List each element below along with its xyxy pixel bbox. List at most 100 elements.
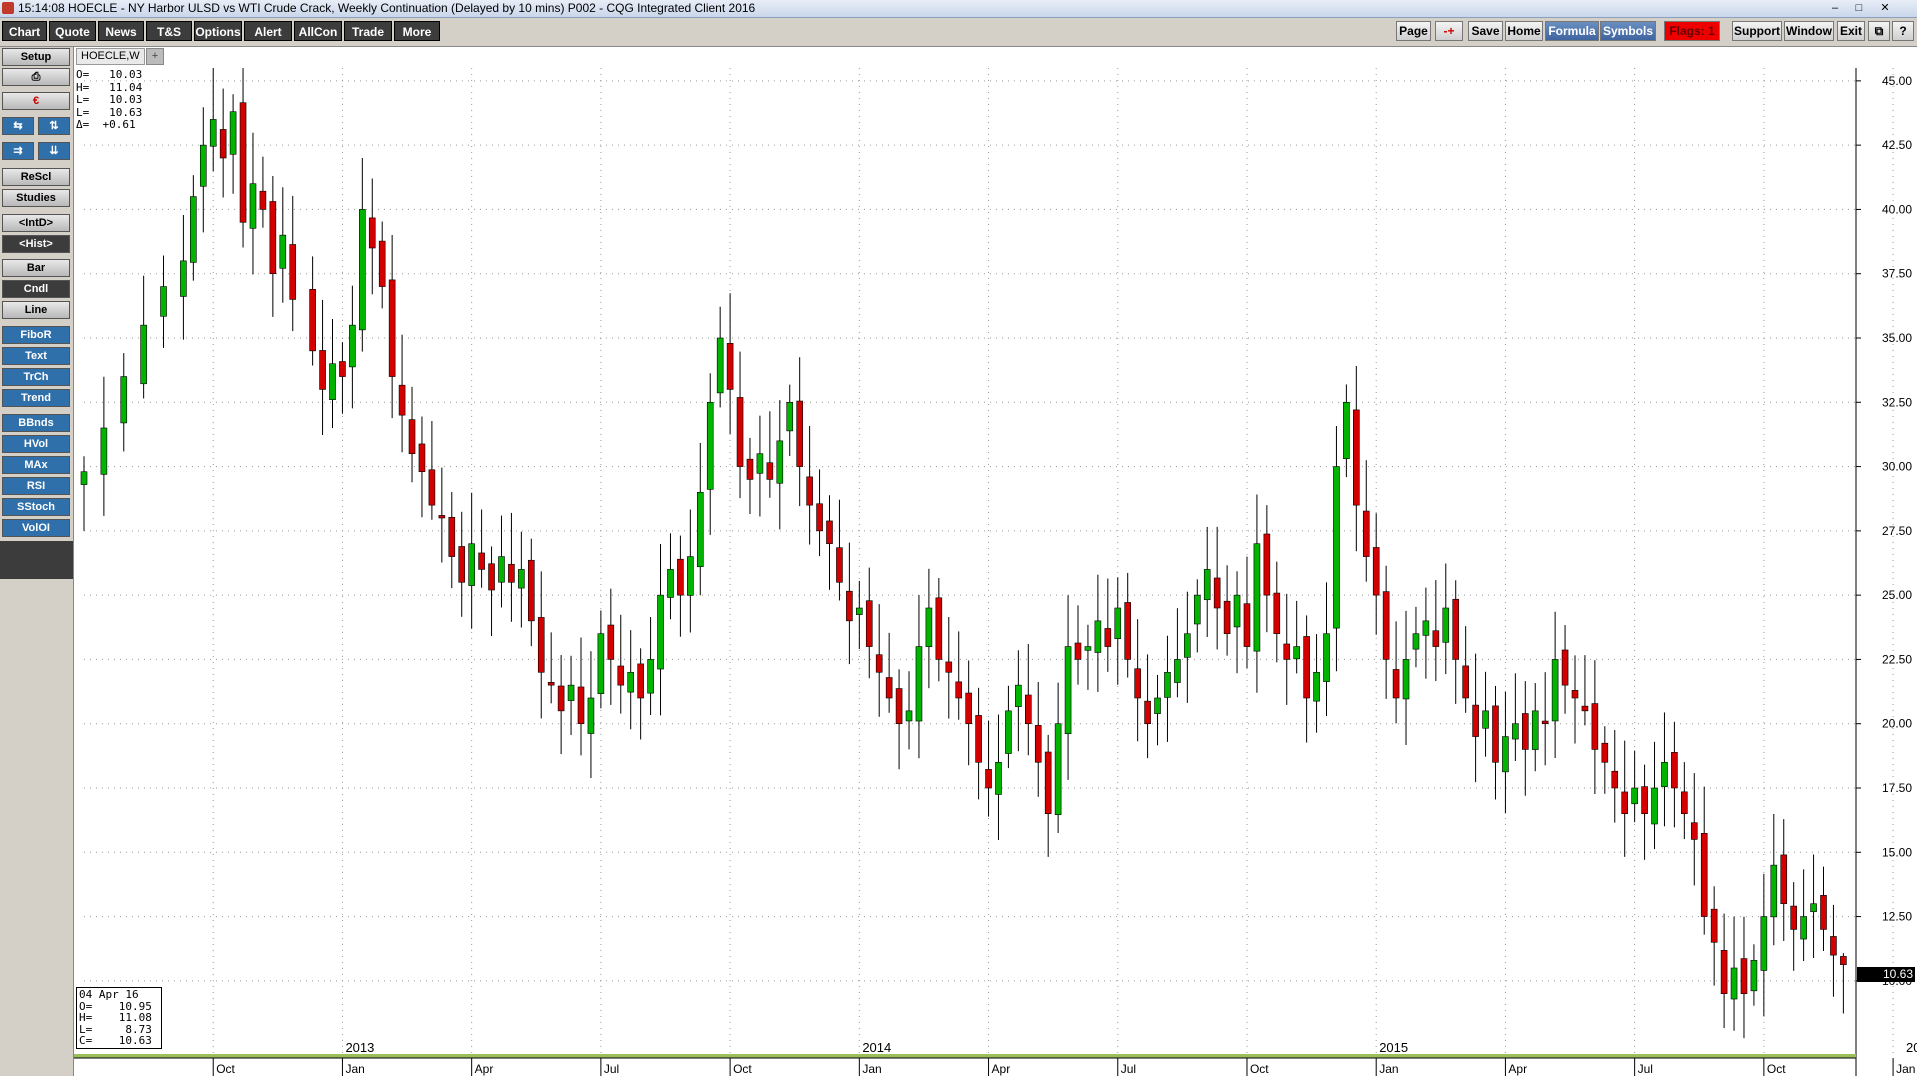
minimize-icon[interactable]: –: [1831, 2, 1839, 14]
trend-channel-button[interactable]: TrCh: [2, 368, 70, 386]
ohlc-low: L= 10.03: [76, 93, 143, 106]
menu-trade[interactable]: Trade: [344, 21, 392, 41]
exit-button[interactable]: Exit: [1837, 21, 1865, 41]
candle-chart-button[interactable]: Cndl: [2, 280, 70, 298]
intraday-button[interactable]: <IntD>: [2, 214, 70, 232]
candle-body: [1263, 533, 1271, 596]
bollinger-bands-button[interactable]: BBnds: [2, 414, 70, 432]
print-icon[interactable]: ⎙: [2, 68, 70, 86]
candle-body: [508, 563, 515, 583]
trend-button[interactable]: Trend: [2, 389, 70, 407]
setup-button[interactable]: Setup: [2, 48, 70, 66]
candle-body: [1283, 643, 1291, 660]
price-tick-label: 32.50: [1882, 395, 1912, 409]
fibonacci-button[interactable]: FiboR: [2, 326, 70, 344]
candle-body: [1044, 751, 1052, 815]
candle-body: [1681, 791, 1688, 815]
studies-button[interactable]: Studies: [2, 189, 70, 207]
historical-volatility-button[interactable]: HVol: [2, 435, 70, 453]
volume-oi-button[interactable]: VolOI: [2, 519, 70, 537]
menu-ts[interactable]: T&S: [146, 21, 192, 41]
candle-body: [1770, 864, 1778, 918]
add-tab-icon[interactable]: +: [146, 48, 164, 65]
scroll-horizontal-icon[interactable]: ⇆: [2, 117, 34, 135]
candle-body: [319, 350, 326, 390]
bar-close: C= 10.63: [79, 1034, 152, 1047]
menu-more[interactable]: More: [394, 21, 440, 41]
close-icon[interactable]: ✕: [1880, 2, 1890, 14]
candle-body: [1740, 958, 1748, 995]
chart-tab[interactable]: HOECLE,W: [76, 48, 145, 65]
sidebar-footer: [0, 541, 73, 579]
menu-options[interactable]: Options: [194, 21, 242, 41]
menu-alert[interactable]: Alert: [244, 21, 292, 41]
title-bar: 15:14:08 HOECLE - NY Harbor ULSD vs WTI …: [0, 0, 1917, 18]
candle-body: [587, 697, 595, 734]
candle-body: [1512, 723, 1519, 740]
menu-quote[interactable]: Quote: [49, 21, 96, 41]
candle-body: [140, 324, 147, 385]
candle-body: [895, 688, 903, 725]
compress-vertical-icon[interactable]: ⇊: [38, 142, 70, 160]
candlestick-chart[interactable]: 10.0012.5015.0017.5020.0022.5025.0027.50…: [74, 68, 1917, 1076]
candle-body: [746, 458, 754, 480]
candle-body: [766, 462, 774, 480]
candle-body: [1730, 967, 1738, 1000]
help-icon[interactable]: ?: [1892, 21, 1914, 41]
line-chart-button[interactable]: Line: [2, 301, 70, 319]
app-icon: [2, 2, 14, 14]
candle-body: [1531, 710, 1539, 750]
text-button[interactable]: Text: [2, 347, 70, 365]
save-button[interactable]: Save: [1468, 21, 1503, 41]
historical-button[interactable]: <Hist>: [2, 235, 70, 253]
menu-news[interactable]: News: [98, 21, 144, 41]
candle-body: [975, 715, 982, 763]
candle-body: [826, 520, 833, 545]
month-label: Jan: [345, 1062, 364, 1076]
candle-body: [359, 209, 366, 331]
candle-body: [1164, 671, 1171, 698]
moving-average-button[interactable]: MAx: [2, 456, 70, 474]
support-button[interactable]: Support: [1732, 21, 1782, 41]
candle-body: [1482, 710, 1489, 729]
candle-body: [448, 516, 456, 557]
symbols-button[interactable]: Symbols: [1600, 21, 1656, 41]
candle-body: [398, 384, 406, 416]
candle-body: [518, 569, 525, 589]
candle-body: [239, 102, 247, 223]
candle-body: [1581, 705, 1589, 712]
window-button[interactable]: Window: [1784, 21, 1834, 41]
month-label: Apr: [1508, 1062, 1527, 1076]
candle-body: [1273, 592, 1281, 635]
home-button[interactable]: Home: [1505, 21, 1543, 41]
bar-chart-button[interactable]: Bar: [2, 259, 70, 277]
flags-button[interactable]: Flags: 1: [1664, 21, 1720, 41]
rescale-button[interactable]: ReScl: [2, 168, 70, 186]
candle-body: [1005, 710, 1012, 754]
scroll-vertical-icon[interactable]: ⇅: [38, 117, 70, 135]
euro-icon[interactable]: €: [2, 92, 70, 110]
compress-horizontal-icon[interactable]: ⇉: [2, 142, 34, 160]
page-button[interactable]: Page: [1396, 21, 1431, 41]
candle-body: [885, 677, 893, 699]
maximize-icon[interactable]: □: [1855, 2, 1863, 14]
rsi-button[interactable]: RSI: [2, 477, 70, 495]
menu-chart[interactable]: Chart: [2, 21, 47, 41]
formula-button[interactable]: Formula: [1545, 21, 1599, 41]
candle-body: [1800, 916, 1807, 940]
candle-body: [1760, 916, 1768, 971]
month-label: Apr: [992, 1062, 1011, 1076]
bar-low: L= 8.73: [79, 1022, 152, 1036]
candle-body: [458, 546, 466, 583]
candle-body: [368, 217, 376, 249]
candle-body: [1213, 577, 1221, 609]
candle-body: [856, 607, 863, 615]
candle-body: [1671, 752, 1678, 789]
slow-stochastic-button[interactable]: SStoch: [2, 498, 70, 516]
candle-body: [796, 400, 803, 467]
year-label: 2015: [1379, 1040, 1408, 1055]
candle-body: [269, 201, 277, 275]
zoom-button[interactable]: -+: [1435, 21, 1463, 41]
menu-allcon[interactable]: AllCon: [294, 21, 342, 41]
restore-icon[interactable]: ⧉: [1868, 21, 1890, 41]
